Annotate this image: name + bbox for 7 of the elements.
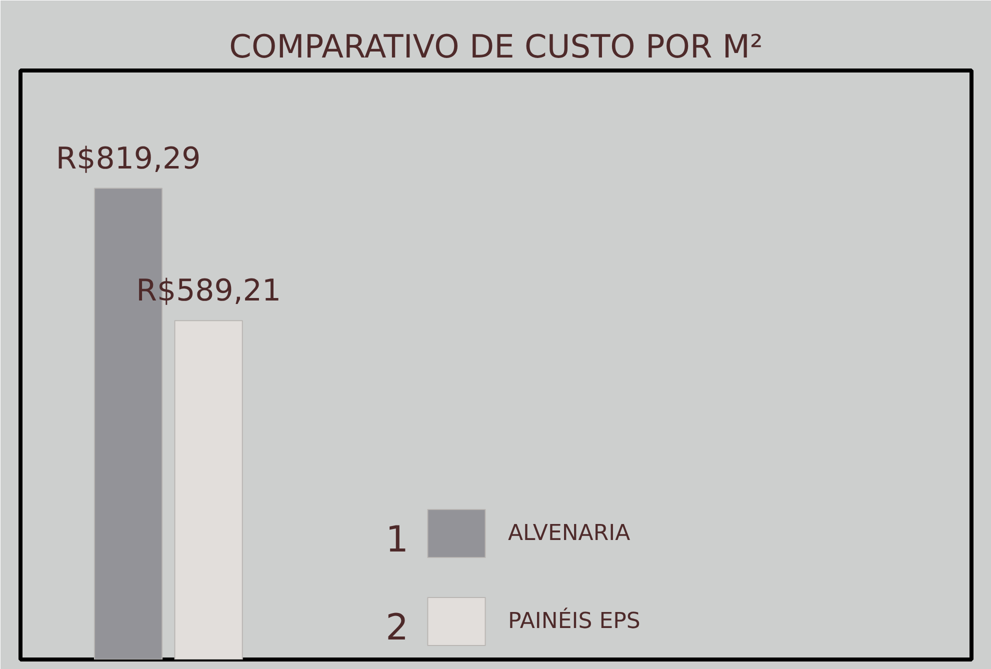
data-label: R$589,21 [136, 274, 282, 309]
data-label: R$819,29 [56, 141, 201, 176]
text: 1 [386, 520, 408, 560]
text: 2 [386, 608, 408, 648]
legend-label: PAINÉIS EPS [508, 606, 640, 636]
legend-label: ALVENARIA [508, 520, 630, 548]
text: COMPARATIVO DE CUSTO POR M² [229, 28, 763, 66]
